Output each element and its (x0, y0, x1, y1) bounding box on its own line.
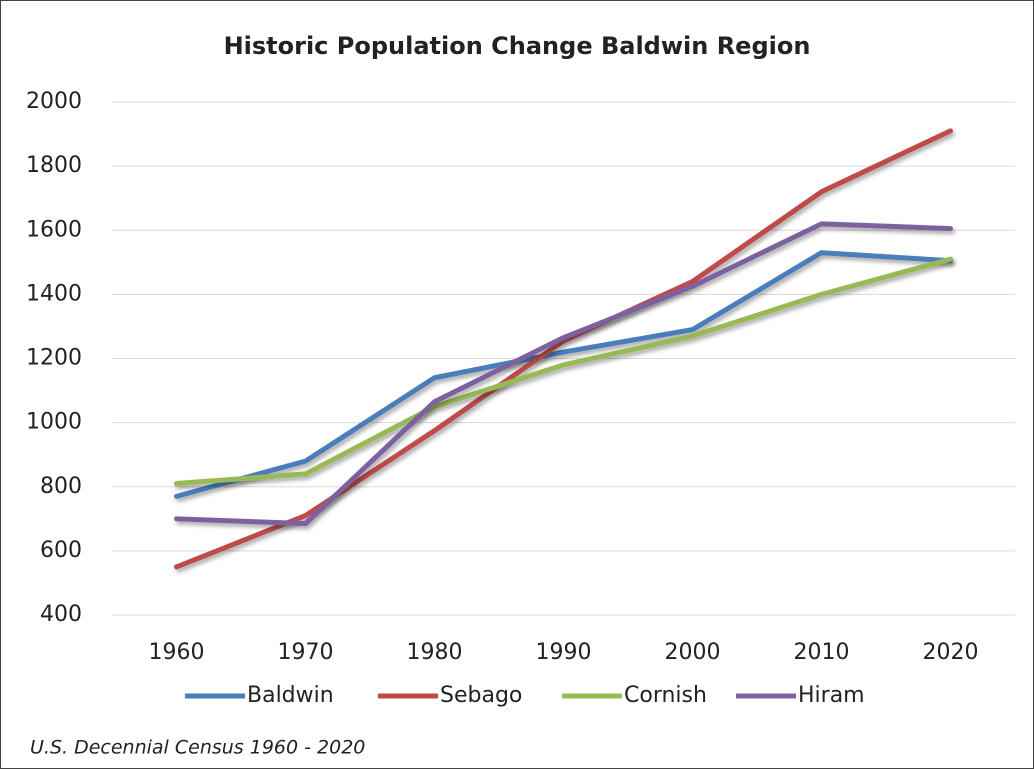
y-tick-label: 1200 (26, 346, 82, 371)
y-tick-label: 1800 (26, 153, 82, 178)
legend-label: Baldwin (247, 683, 334, 708)
y-tick-label: 1400 (26, 281, 82, 306)
y-tick-label: 600 (40, 538, 82, 563)
x-tick-label: 1970 (278, 640, 334, 665)
x-tick-label: 1980 (407, 640, 463, 665)
x-tick-label: 1960 (149, 640, 205, 665)
x-tick-label: 2020 (923, 640, 979, 665)
x-tick-label: 1990 (536, 640, 592, 665)
legend-label: Hiram (798, 683, 865, 708)
series-line (174, 250, 953, 499)
y-tick-label: 2000 (26, 89, 82, 114)
y-tick-label: 1600 (26, 217, 82, 242)
y-tick-label: 800 (40, 474, 82, 499)
legend-label: Sebago (440, 683, 522, 708)
x-tick-label: 2010 (794, 640, 850, 665)
y-tick-label: 1000 (26, 410, 82, 435)
y-tick-label: 400 (40, 602, 82, 627)
source-note: U.S. Decennial Census 1960 - 2020 (30, 737, 365, 759)
series-line (174, 256, 953, 487)
x-tick-label: 2000 (665, 640, 721, 665)
series-line (174, 128, 953, 570)
legend-label: Cornish (624, 683, 707, 708)
chart-title: Historic Population Change Baldwin Regio… (224, 32, 811, 60)
series-line (174, 221, 953, 527)
